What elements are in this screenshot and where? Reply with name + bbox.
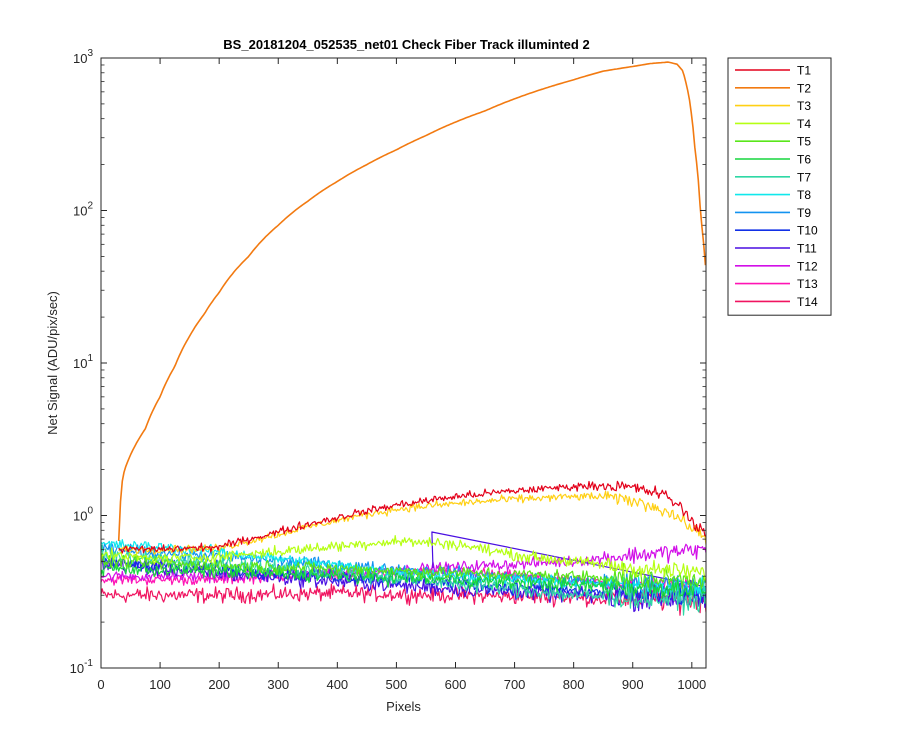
legend-label-T4: T4 <box>797 117 811 131</box>
y-tick-label: 103 <box>73 48 93 66</box>
legend-label-T8: T8 <box>797 188 811 202</box>
series-line-T12 <box>101 543 706 584</box>
x-tick-label: 600 <box>445 677 467 692</box>
y-tick-label: 101 <box>73 353 93 371</box>
x-tick-label: 300 <box>267 677 289 692</box>
chart-title: BS_20181204_052535_net01 Check Fiber Tra… <box>223 37 589 52</box>
legend-box <box>727 57 832 316</box>
series-line-T1 <box>118 480 706 554</box>
legend-label-T11: T11 <box>797 242 817 256</box>
x-tick-label: 200 <box>208 677 230 692</box>
legend-label-T5: T5 <box>797 135 811 149</box>
series-line-T5 <box>101 552 706 590</box>
x-tick-label: 700 <box>504 677 526 692</box>
x-tick-label: 900 <box>622 677 644 692</box>
x-tick-label: 400 <box>326 677 348 692</box>
series-line-T2 <box>117 61 706 542</box>
x-axis: 0 100 200 300 400 500 600 700 800 900 1000 <box>97 58 706 692</box>
legend-label-T2: T2 <box>797 81 811 95</box>
y-axis: 10-1 100 101 102 103 <box>70 48 706 676</box>
x-tick-label: 0 <box>97 677 104 692</box>
legend-label-T13: T13 <box>797 277 818 291</box>
legend-label-T10: T10 <box>797 224 818 238</box>
x-tick-label: 800 <box>563 677 585 692</box>
legend-label-T6: T6 <box>797 153 811 167</box>
y-axis-label: Net Signal (ADU/pix/sec) <box>45 291 60 435</box>
series-line-T4 <box>101 534 706 581</box>
series-line-T6 <box>101 561 706 600</box>
y-tick-label: 10-1 <box>70 658 94 676</box>
legend-label-T3: T3 <box>797 99 811 113</box>
legend-label-T9: T9 <box>797 206 811 220</box>
legend-label-T14: T14 <box>797 295 818 309</box>
y-tick-label: 102 <box>73 201 93 219</box>
legend: T1 T2 T3 T4 T5 T6 T7 T8 T9 T10 T11 T12 T13 T14 <box>727 57 832 316</box>
series-line-T14 <box>101 583 706 616</box>
x-tick-label: 500 <box>386 677 408 692</box>
y-tick-label: 100 <box>73 506 93 524</box>
x-tick-label: 1000 <box>677 677 706 692</box>
x-tick-label: 100 <box>149 677 171 692</box>
legend-label-T7: T7 <box>797 170 811 184</box>
plot-lines <box>101 61 706 616</box>
legend-label-T12: T12 <box>797 259 818 273</box>
x-axis-label: Pixels <box>386 699 421 714</box>
legend-label-T1: T1 <box>797 64 811 78</box>
